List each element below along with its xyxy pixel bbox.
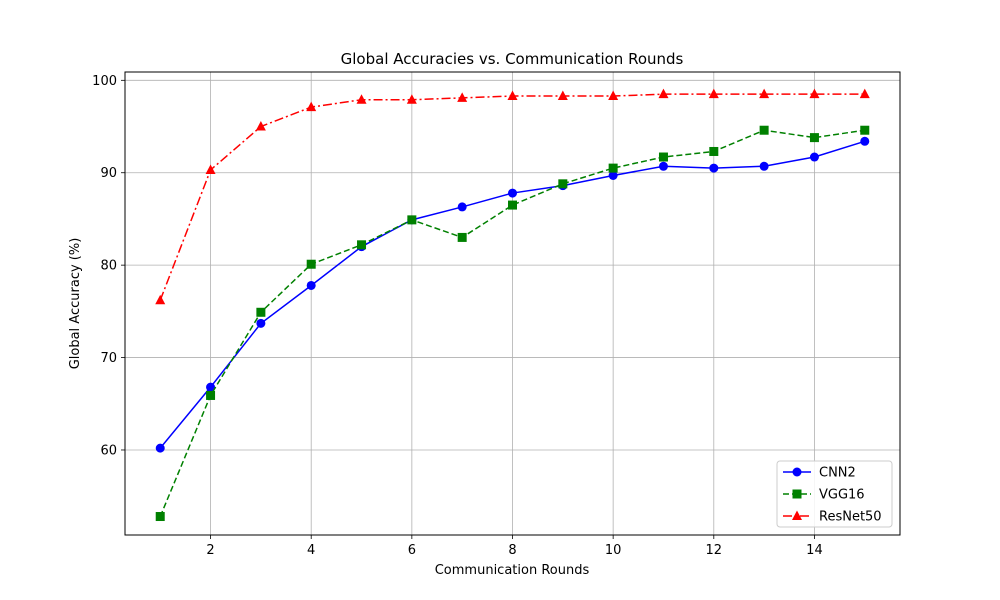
series-vgg16 xyxy=(155,125,870,522)
data-point xyxy=(457,202,467,212)
data-point xyxy=(809,152,819,162)
y-tick-label: 100 xyxy=(92,74,117,89)
data-point xyxy=(457,92,468,102)
data-point xyxy=(658,161,668,171)
data-point xyxy=(809,133,819,143)
data-point xyxy=(608,163,618,173)
data-point xyxy=(306,101,317,112)
data-point xyxy=(708,88,719,99)
y-tick-label: 80 xyxy=(100,259,117,274)
legend: CNN2 VGG16 ResNet50 xyxy=(776,460,893,528)
data-point xyxy=(205,164,216,174)
x-axis-title: Communication Rounds xyxy=(435,563,590,578)
data-point xyxy=(406,94,417,104)
data-point xyxy=(256,307,266,317)
data-point xyxy=(306,280,316,290)
data-point xyxy=(206,382,216,392)
legend-label: VGG16 xyxy=(819,488,865,503)
x-tick-label: 8 xyxy=(508,543,516,558)
y-tick-label: 90 xyxy=(100,166,117,181)
series-lines xyxy=(155,88,870,522)
axis-ticks: 2 4 6 8 10 12 14 60 70 80 90 100 xyxy=(92,74,823,558)
series-cnn2 xyxy=(155,136,870,453)
data-point xyxy=(256,318,266,328)
data-point xyxy=(558,179,568,189)
data-point xyxy=(658,88,669,99)
data-point xyxy=(457,232,467,242)
x-tick-label: 2 xyxy=(206,543,214,558)
data-point xyxy=(255,121,266,131)
series-line xyxy=(159,129,865,517)
grid xyxy=(125,72,900,535)
data-point xyxy=(608,171,618,181)
data-point xyxy=(206,390,216,400)
data-point xyxy=(809,88,820,99)
data-point xyxy=(759,161,769,171)
data-point xyxy=(709,163,719,173)
data-point xyxy=(658,152,668,162)
chart-title: Global Accuracies vs. Communication Roun… xyxy=(341,50,684,68)
legend-marker xyxy=(792,510,802,520)
legend-box xyxy=(776,460,893,528)
data-point xyxy=(507,90,518,101)
legend-marker xyxy=(792,467,802,477)
data-point xyxy=(860,125,870,135)
x-tick-label: 14 xyxy=(806,543,823,558)
legend-label: ResNet50 xyxy=(819,510,882,525)
data-point xyxy=(155,443,165,453)
legend-label: CNN2 xyxy=(819,466,856,481)
legend-marker xyxy=(792,489,802,499)
data-point xyxy=(860,136,870,146)
data-point xyxy=(759,125,769,135)
data-point xyxy=(306,259,316,269)
y-tick-label: 70 xyxy=(100,351,117,366)
data-point xyxy=(155,512,165,522)
x-tick-label: 4 xyxy=(307,543,315,558)
y-tick-label: 60 xyxy=(100,443,117,458)
data-point xyxy=(357,240,367,250)
data-point xyxy=(407,215,417,225)
data-point xyxy=(859,88,870,99)
data-point xyxy=(508,200,517,210)
data-point xyxy=(759,88,770,99)
x-tick-label: 10 xyxy=(605,543,622,558)
x-tick-label: 6 xyxy=(408,543,416,558)
data-point xyxy=(608,90,619,101)
data-point xyxy=(155,294,166,305)
data-point xyxy=(508,188,517,198)
y-axis-title: Global Accuracy (%) xyxy=(68,238,83,370)
data-point xyxy=(356,94,367,104)
data-point xyxy=(557,90,568,101)
data-point xyxy=(709,146,719,156)
x-tick-label: 12 xyxy=(706,543,723,558)
series-resnet50 xyxy=(155,88,870,305)
